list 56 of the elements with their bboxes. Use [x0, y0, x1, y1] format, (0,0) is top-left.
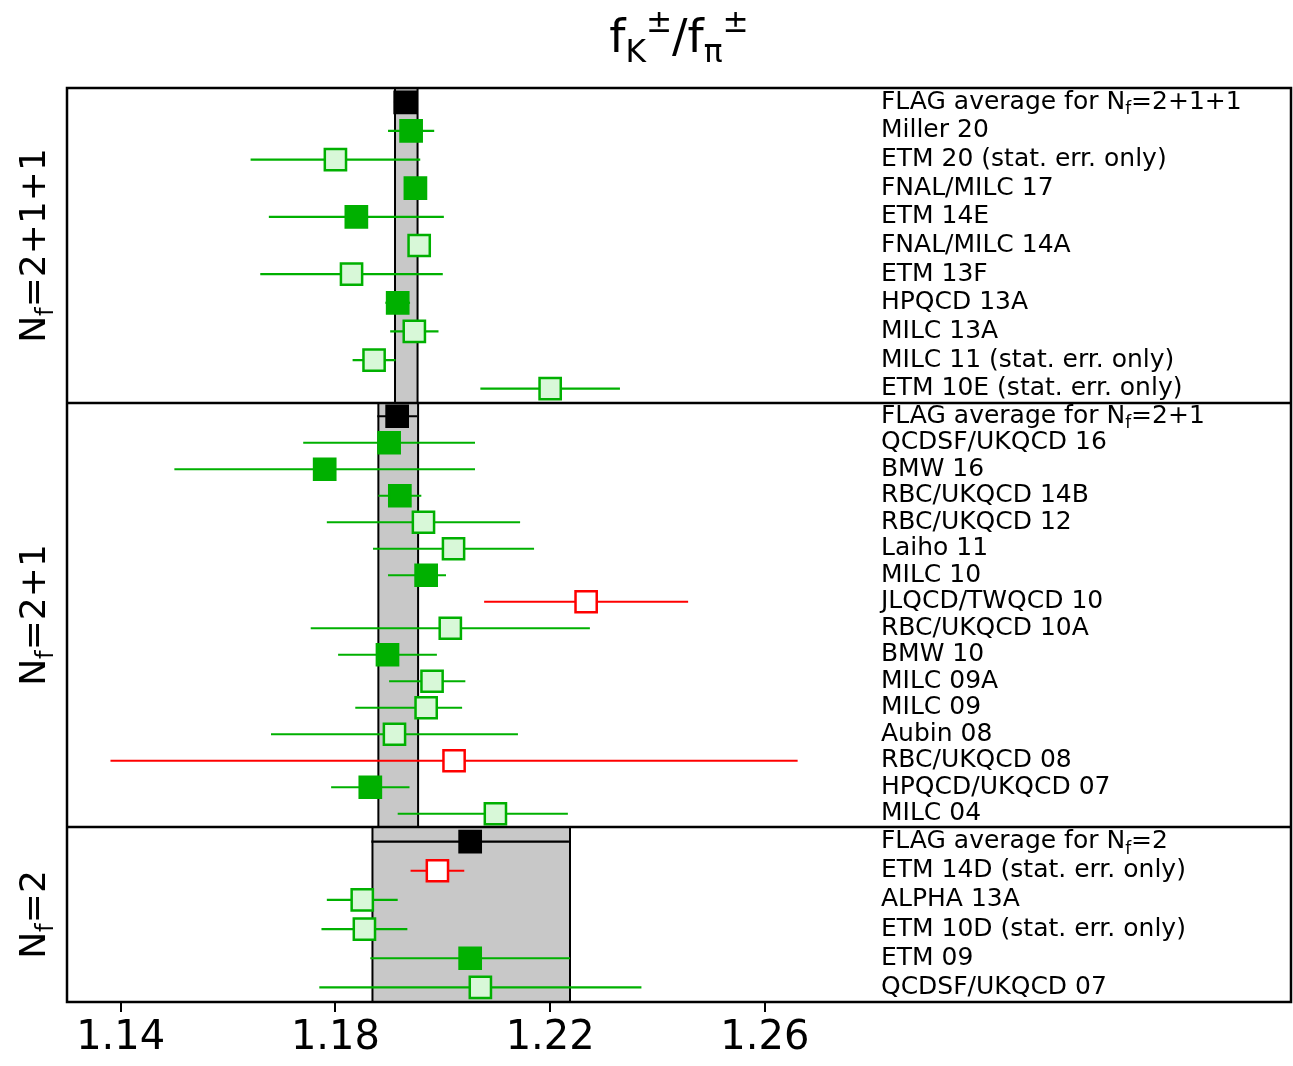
y-tick-label: MILC 11 (stat. err. only) [880, 343, 1175, 373]
y-tick-label: ALPHA 13A [880, 883, 1020, 913]
y-tick-label: JLQCD/TWQCD 10 [878, 585, 1104, 615]
y-tick-label: FNAL/MILC 17 [880, 171, 1054, 201]
y-tick-label: ETM 10D (stat. err. only) [880, 912, 1186, 942]
point [323, 147, 348, 172]
point [458, 946, 483, 971]
y-tick-label: FNAL/MILC 14A [880, 229, 1071, 258]
point [483, 801, 508, 826]
point [339, 262, 364, 286]
x-tick-label: 1.18 [290, 1012, 380, 1059]
point [362, 348, 386, 372]
point [425, 858, 450, 883]
point [387, 483, 412, 508]
y-tick-label: MILC 13A [880, 314, 999, 344]
y-tick-label: ETM 14D (stat. err. only) [880, 854, 1186, 884]
point [420, 669, 444, 694]
point [403, 176, 428, 201]
y-axis-title: Nf=2+1+1 [12, 148, 60, 343]
y-tick-label: HPQCD 13A [880, 286, 1029, 316]
point [350, 888, 375, 912]
point [458, 829, 483, 854]
y-tick-label: BMW 16 [880, 452, 985, 482]
y-tick-label: ETM 14E [880, 200, 990, 230]
point [411, 510, 436, 535]
point [385, 404, 410, 429]
y-tick-label: ETM 20 (stat. err. only) [880, 143, 1167, 173]
y-tick-label: ETM 13F [880, 257, 988, 287]
point [375, 642, 400, 667]
y-tick-label: ETM 09 [880, 941, 974, 971]
y-axis-title: Nf=2 [12, 870, 60, 959]
x-tick-label: 1.26 [720, 1012, 810, 1059]
y-tick-label: QCDSF/UKQCD 07 [880, 970, 1107, 1000]
point [414, 695, 438, 720]
point [402, 319, 427, 344]
point [414, 563, 438, 588]
point [382, 722, 407, 747]
point [385, 290, 410, 315]
x-tick-label: 1.22 [505, 1012, 595, 1059]
point [538, 376, 563, 401]
point [377, 430, 401, 455]
y-tick-label: ETM 10E (stat. err. only) [880, 372, 1183, 402]
point [438, 616, 463, 641]
point [312, 457, 337, 482]
y-tick-label: Miller 20 [880, 114, 989, 144]
point [399, 119, 423, 143]
point [358, 775, 383, 800]
point [441, 536, 466, 561]
point [407, 233, 432, 258]
y-axis-title: Nf=2+1 [12, 544, 60, 686]
point [344, 205, 369, 229]
point [468, 975, 493, 1000]
y-tick-label: MILC 04 [880, 797, 982, 827]
x-tick-label: 1.14 [76, 1012, 166, 1059]
point [352, 917, 377, 941]
point [393, 90, 418, 115]
